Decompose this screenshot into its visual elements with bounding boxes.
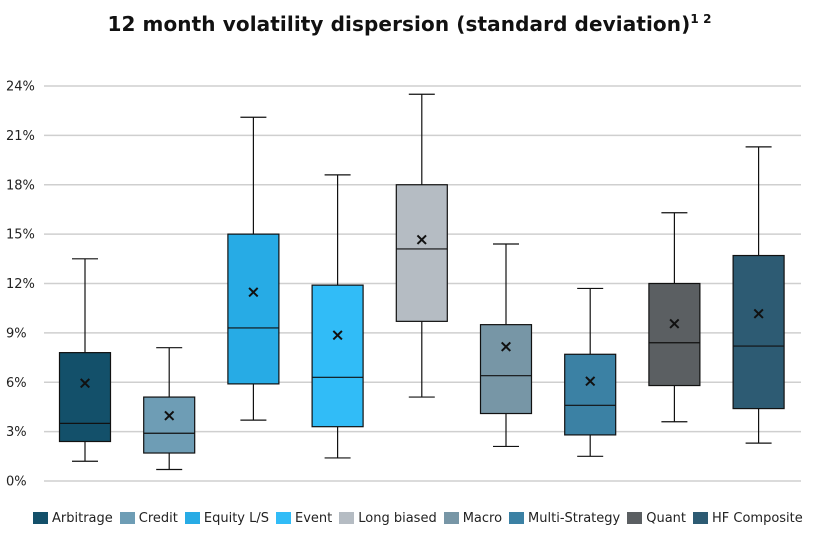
- mean-marker: ×: [78, 373, 92, 393]
- iqr-box: [395, 184, 448, 322]
- y-tick-label: 15%: [6, 228, 35, 243]
- legend-label: Macro: [462, 510, 503, 526]
- legend-item: Arbitrage: [33, 511, 113, 526]
- legend-item: Macro: [443, 510, 503, 526]
- legend-item: Equity L/S: [184, 510, 269, 526]
- box-arbitrage: ×: [58, 258, 112, 462]
- legend-label: Arbitrage: [52, 510, 113, 526]
- mean-marker: ×: [667, 314, 681, 334]
- legend-label: Quant: [646, 510, 686, 526]
- legend-item: Event: [276, 511, 332, 526]
- legend-label: Credit: [138, 510, 178, 526]
- legend-swatch: [184, 512, 200, 524]
- box-macro: ×: [479, 243, 533, 448]
- legend-swatch: [627, 512, 643, 524]
- legend-item: Credit: [119, 510, 178, 526]
- y-tick-label: 12%: [6, 277, 35, 292]
- iqr-box: [732, 254, 785, 410]
- legend-item: HF Composite: [693, 511, 803, 526]
- iqr-box: [564, 353, 617, 436]
- mean-marker: ×: [330, 326, 344, 346]
- y-tick-label: 0%: [6, 475, 27, 490]
- box-equity-l-s: ×: [227, 116, 280, 421]
- legend-swatch: [509, 512, 525, 524]
- legend-swatch: [693, 512, 708, 524]
- chart-title: 12 month volatility dispersion (standard…: [0, 12, 819, 36]
- iqr-box: [143, 396, 196, 454]
- mean-marker: ×: [415, 230, 429, 250]
- y-tick-label: 9%: [6, 326, 27, 341]
- y-tick-label: 21%: [6, 129, 35, 144]
- iqr-box: [479, 324, 533, 415]
- y-tick-label: 3%: [6, 425, 27, 440]
- legend-item: Quant: [627, 511, 686, 526]
- box-event: ×: [311, 174, 364, 459]
- y-axis-tick-labels: 0% 3% 6% 9% 12% 15% 18% 21% 24%: [6, 80, 35, 490]
- mean-marker: ×: [499, 337, 513, 357]
- box-long-biased: ×: [395, 93, 448, 398]
- chart-title-footnotes: 1 2: [690, 12, 712, 26]
- iqr-box: [648, 282, 701, 387]
- y-tick-label: 18%: [6, 178, 35, 193]
- box-multi-strategy: ×: [564, 287, 617, 457]
- mean-marker: ×: [162, 406, 176, 426]
- legend-swatch: [339, 512, 355, 524]
- box-quant: ×: [648, 212, 701, 423]
- legend-label: Long biased: [358, 510, 437, 526]
- y-tick-label: 6%: [6, 376, 27, 391]
- legend: Arbitrage Credit Equity L/S Event Long biase…: [33, 509, 810, 527]
- mean-marker: ×: [246, 283, 260, 303]
- legend-swatch: [443, 512, 459, 524]
- legend-item: Long biased: [339, 510, 437, 526]
- y-tick-label: 24%: [6, 80, 35, 95]
- legend-item: Multi-Strategy: [509, 511, 620, 526]
- mean-marker: ×: [583, 372, 597, 392]
- legend-swatch: [33, 512, 48, 524]
- box-hf-composite: ×: [732, 146, 785, 444]
- legend-label: Multi-Strategy: [528, 510, 621, 526]
- mean-marker: ×: [751, 304, 765, 324]
- legend-swatch: [276, 512, 291, 524]
- iqr-box: [227, 233, 280, 385]
- chart-title-text: 12 month volatility dispersion (standard…: [107, 12, 691, 36]
- box-credit: ×: [143, 347, 196, 471]
- iqr-box: [311, 284, 364, 428]
- legend-label: Equity L/S: [203, 510, 269, 526]
- legend-swatch: [119, 512, 135, 524]
- iqr-box: [58, 352, 112, 443]
- legend-label: HF Composite: [712, 510, 803, 526]
- legend-label: Event: [295, 510, 333, 526]
- boxes: × × × × × × × × ×: [58, 93, 785, 471]
